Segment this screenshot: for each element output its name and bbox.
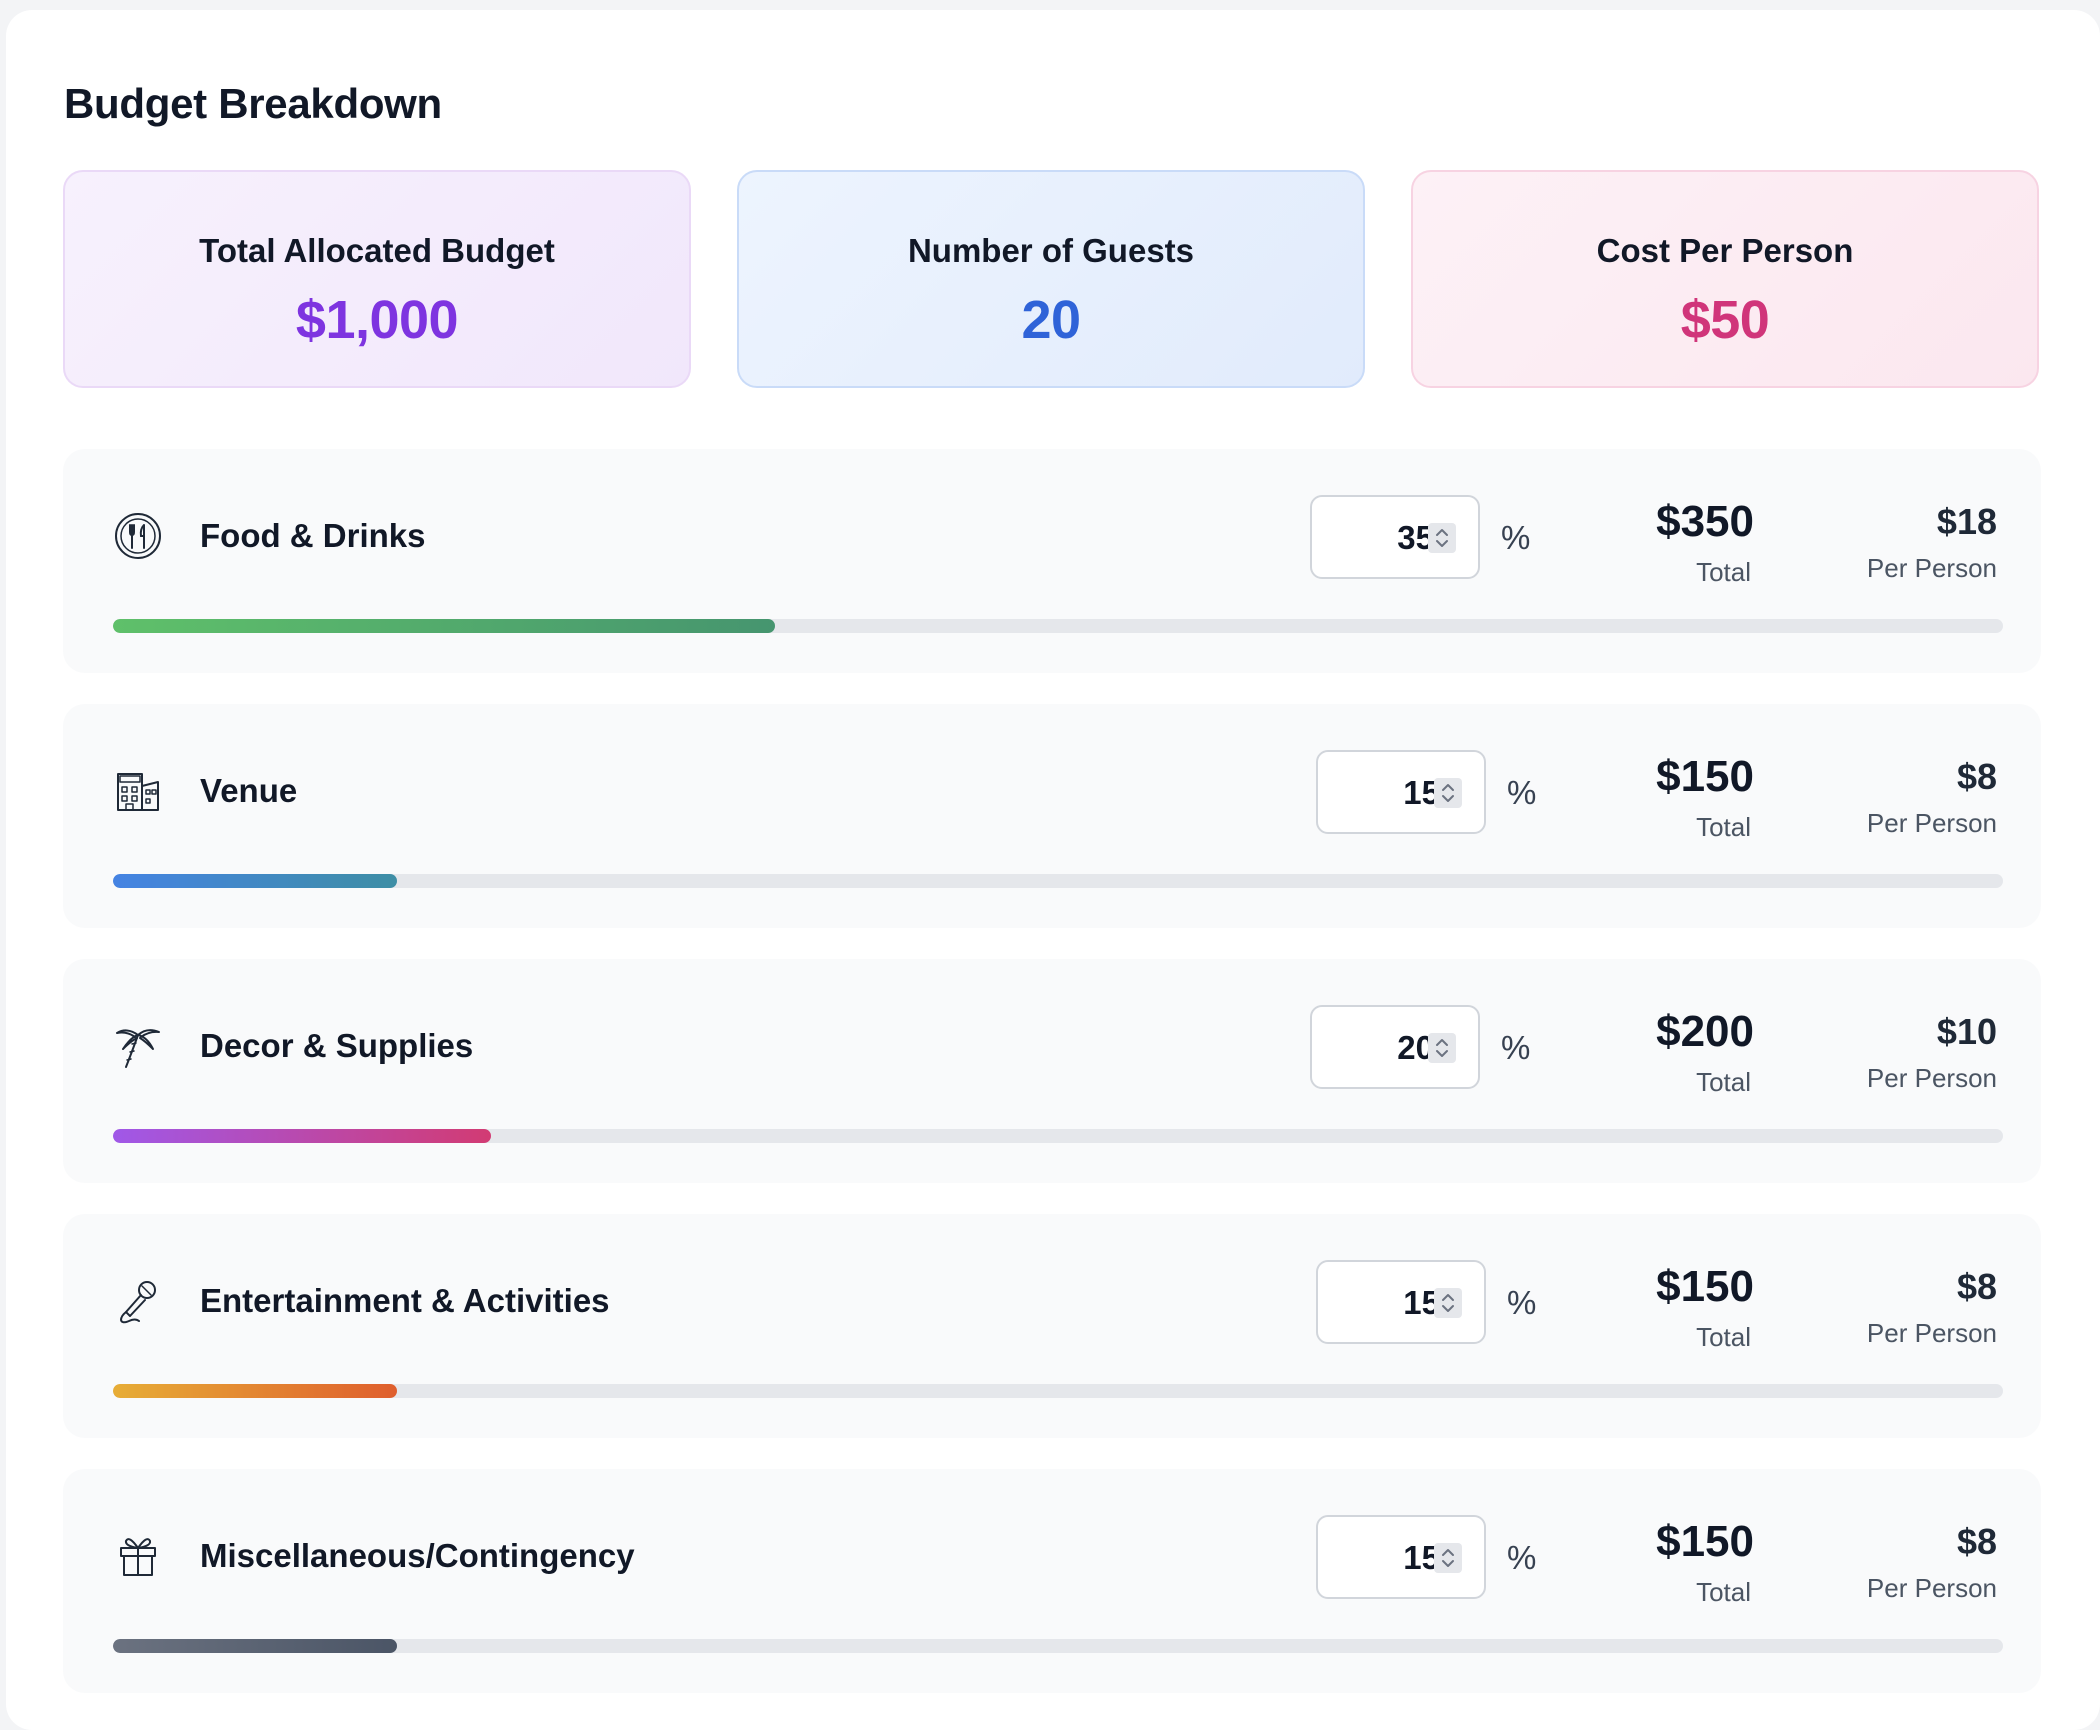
palm-tree-icon	[113, 1021, 163, 1071]
percent-value: 15	[1403, 1539, 1440, 1576]
category-per-person: $8	[1956, 756, 1997, 797]
percent-input[interactable]: 15	[1316, 750, 1486, 834]
percent-input[interactable]: 35	[1310, 495, 1480, 579]
percent-sign: %	[1507, 1284, 1537, 1321]
cost-per-person-value: $50	[1680, 290, 1770, 350]
microphone-icon	[113, 1276, 163, 1326]
page-title: Budget Breakdown	[64, 80, 442, 127]
category-name: Miscellaneous/Contingency	[200, 1537, 635, 1574]
spinner-icon[interactable]	[1428, 523, 1456, 553]
allocation-bar-track	[113, 874, 2003, 888]
total-budget-value: $1,000	[295, 290, 459, 350]
percent-value: 15	[1403, 774, 1440, 811]
category-decor-supplies: Decor & Supplies 20 % $200 Total $10 Per…	[63, 959, 2041, 1183]
guests-label: Number of Guests	[907, 232, 1195, 269]
percent-sign: %	[1501, 1029, 1531, 1066]
per-person-label: Per Person	[1866, 1573, 1997, 1603]
cost-per-person-label: Cost Per Person	[1596, 232, 1854, 269]
percent-value: 20	[1397, 1029, 1434, 1066]
total-label: Total	[1696, 1322, 1751, 1352]
category-name: Food & Drinks	[200, 517, 426, 554]
category-per-person: $18	[1936, 501, 1997, 542]
per-person-label: Per Person	[1866, 1318, 1997, 1348]
per-person-label: Per Person	[1866, 1063, 1997, 1093]
allocation-bar-fill	[113, 1639, 397, 1653]
category-name: Decor & Supplies	[200, 1027, 474, 1064]
total-label: Total	[1696, 557, 1751, 587]
cost-per-person-card: Cost Per Person $50	[1411, 170, 2039, 388]
category-miscellaneous-contingency: Miscellaneous/Contingency 15 % $150 Tota…	[63, 1469, 2041, 1693]
percent-value: 15	[1403, 1284, 1440, 1321]
category-per-person: $8	[1956, 1266, 1997, 1307]
total-label: Total	[1696, 1577, 1751, 1607]
gift-icon	[113, 1531, 163, 1581]
spinner-icon[interactable]	[1428, 1033, 1456, 1063]
per-person-label: Per Person	[1866, 808, 1997, 838]
percent-sign: %	[1501, 519, 1531, 556]
spinner-icon[interactable]	[1434, 1543, 1462, 1573]
category-total: $150	[1656, 1517, 1754, 1566]
spinner-icon[interactable]	[1434, 778, 1462, 808]
allocation-bar-track	[113, 619, 2003, 633]
percent-sign: %	[1507, 1539, 1537, 1576]
percent-sign: %	[1507, 774, 1537, 811]
allocation-bar-fill	[113, 874, 397, 888]
total-budget-card: Total Allocated Budget $1,000	[63, 170, 691, 388]
category-total: $150	[1656, 1262, 1754, 1311]
percent-input[interactable]: 15	[1316, 1260, 1486, 1344]
percent-value: 35	[1397, 519, 1434, 556]
spinner-icon[interactable]	[1434, 1288, 1462, 1318]
allocation-bar-fill	[113, 1384, 397, 1398]
category-entertainment-activities: Entertainment & Activities 15 % $150 Tot…	[63, 1214, 2041, 1438]
allocation-bar-track	[113, 1129, 2003, 1143]
allocation-bar-fill	[113, 619, 775, 633]
category-name: Entertainment & Activities	[200, 1282, 610, 1319]
allocation-bar-track	[113, 1639, 2003, 1653]
hotel-icon	[113, 766, 163, 816]
category-total: $150	[1656, 752, 1754, 801]
guests-card: Number of Guests 20	[737, 170, 1365, 388]
utensils-icon	[113, 511, 163, 561]
category-name: Venue	[200, 772, 298, 809]
total-label: Total	[1696, 1067, 1751, 1097]
category-venue: Venue 15 % $150 Total $8 Per Person	[63, 704, 2041, 928]
category-total: $350	[1656, 497, 1754, 546]
percent-input[interactable]: 15	[1316, 1515, 1486, 1599]
guests-value: 20	[1021, 290, 1081, 350]
allocation-bar-track	[113, 1384, 2003, 1398]
budget-panel: Budget Breakdown Total Allocated Budget …	[6, 10, 2100, 1730]
category-per-person: $8	[1956, 1521, 1997, 1562]
category-food-drinks: Food & Drinks 35 % $350 Total $18 Per Pe…	[63, 449, 2041, 673]
total-budget-label: Total Allocated Budget	[199, 232, 555, 269]
total-label: Total	[1696, 812, 1751, 842]
per-person-label: Per Person	[1866, 553, 1997, 583]
category-per-person: $10	[1936, 1011, 1997, 1052]
percent-input[interactable]: 20	[1310, 1005, 1480, 1089]
category-total: $200	[1656, 1007, 1754, 1056]
allocation-bar-fill	[113, 1129, 491, 1143]
